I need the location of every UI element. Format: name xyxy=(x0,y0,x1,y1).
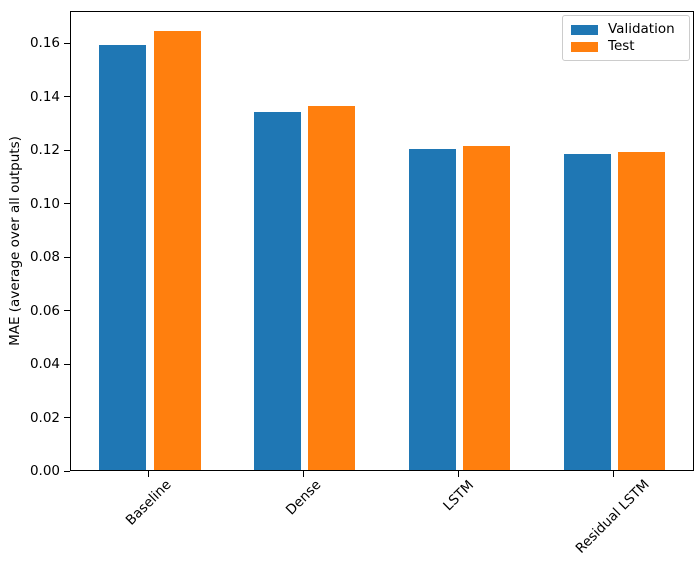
x-tick-label-baseline: Baseline xyxy=(122,476,175,529)
y-tick-mark xyxy=(64,310,70,312)
y-tick-mark xyxy=(64,149,70,151)
x-tick-label-residual-lstm: Residual LSTM xyxy=(573,476,654,557)
bar-test-residual-lstm xyxy=(618,151,666,470)
y-tick-label: 0.10 xyxy=(29,195,60,212)
legend-item-test: Test xyxy=(571,38,681,55)
y-tick-mark xyxy=(64,96,70,98)
legend-item-validation: Validation xyxy=(571,21,681,38)
x-tick-mark xyxy=(458,471,460,477)
y-tick-label: 0.00 xyxy=(29,463,60,479)
legend-label-validation: Validation xyxy=(608,21,675,37)
legend-label-test: Test xyxy=(608,38,635,54)
legend: Validation Test xyxy=(562,15,690,61)
bar-validation-dense xyxy=(254,111,302,470)
bar-validation-residual-lstm xyxy=(563,154,611,470)
x-tick-mark xyxy=(148,471,150,477)
y-tick-label: 0.02 xyxy=(29,409,60,426)
bar-test-lstm xyxy=(463,146,511,470)
y-tick-label: 0.16 xyxy=(29,35,60,52)
y-tick-mark xyxy=(64,203,70,205)
x-tick-mark xyxy=(303,471,305,477)
bar-validation-baseline xyxy=(99,44,147,470)
y-tick-mark xyxy=(64,256,70,258)
y-tick-label: 0.14 xyxy=(29,88,60,105)
legend-swatch-test xyxy=(571,41,598,52)
bar-test-baseline xyxy=(153,31,201,470)
x-tick-mark xyxy=(612,471,614,477)
x-tick-label-dense: Dense xyxy=(282,477,325,519)
bar-validation-lstm xyxy=(409,149,457,470)
y-tick-label: 0.04 xyxy=(29,356,60,373)
y-tick-mark xyxy=(64,42,70,44)
y-tick-label: 0.08 xyxy=(29,249,60,266)
x-tick-label-lstm: LSTM xyxy=(439,476,477,514)
y-tick-label: 0.12 xyxy=(29,142,60,159)
y-tick-label: 0.06 xyxy=(29,302,60,319)
plot-area xyxy=(70,11,694,471)
y-tick-mark xyxy=(64,363,70,365)
y-tick-mark xyxy=(64,470,70,472)
bar-test-dense xyxy=(308,106,356,470)
legend-swatch-validation xyxy=(571,24,598,35)
y-tick-mark xyxy=(64,417,70,418)
